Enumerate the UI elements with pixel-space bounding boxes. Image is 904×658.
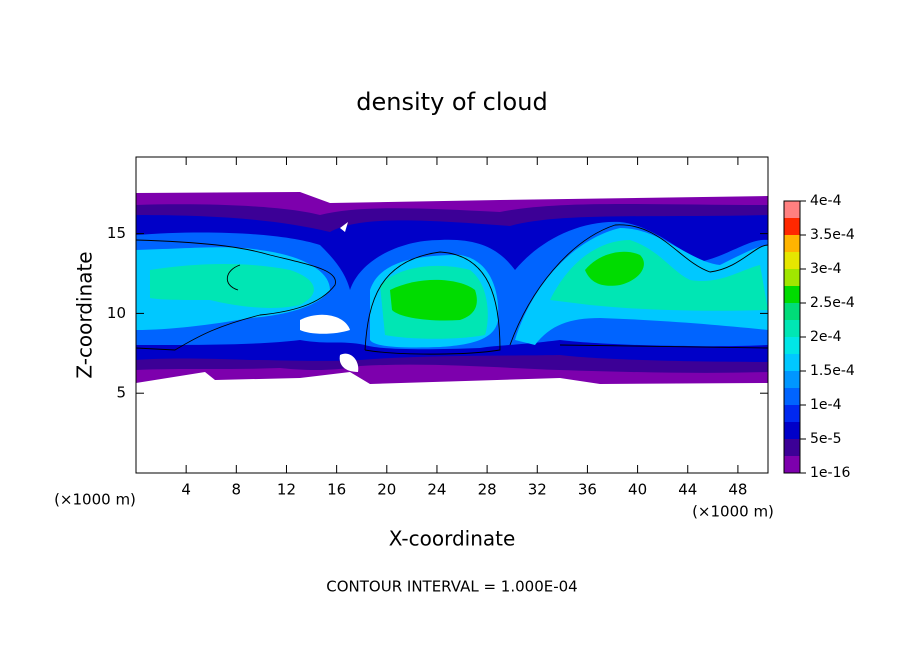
x-tick-label: 12: [277, 481, 296, 499]
colorbar-label: 2e-4: [810, 329, 842, 345]
colorbar-band: [784, 422, 800, 439]
contour-field: [135, 192, 769, 384]
y-tick-label: 5: [116, 384, 126, 402]
colorbar-label: 3.5e-4: [810, 227, 855, 243]
x-tick-label: 40: [628, 481, 647, 499]
colorbar-band: [784, 269, 800, 286]
colorbar-label: 3e-4: [810, 261, 842, 277]
y-axis-label: Z-coordinate: [73, 251, 97, 378]
contour-line: [509, 224, 769, 346]
x-tick-label: 48: [728, 481, 747, 499]
empty-region: [300, 314, 350, 334]
colorbar-band: [784, 388, 800, 405]
x-tick-label: 32: [528, 481, 547, 499]
chart-title: density of cloud: [356, 88, 547, 116]
plot-frame: [135, 156, 769, 474]
colorbar-band: [784, 303, 800, 320]
empty-region: [340, 222, 348, 232]
x-tick-label: 20: [377, 481, 396, 499]
contour-fill: [390, 279, 477, 321]
colorbar-label: 1e-16: [810, 465, 850, 481]
x-tick-label: 4: [181, 481, 191, 499]
colorbar-label: 2.5e-4: [810, 295, 855, 311]
contour-line: [364, 251, 501, 355]
colorbar-band: [784, 354, 800, 371]
colorbar-band: [784, 405, 800, 422]
contour-fill: [150, 264, 314, 308]
x-tick-label: 44: [678, 481, 697, 499]
colorbar-band: [784, 337, 800, 354]
contour-interval: CONTOUR INTERVAL = 1.000E-04: [326, 578, 577, 596]
contour-fill: [585, 251, 644, 286]
colorbar-band: [784, 286, 800, 303]
colorbar-label: 4e-4: [810, 193, 842, 209]
x-axis-label: X-coordinate: [389, 527, 516, 551]
contour-line: [226, 264, 241, 291]
colorbar-band: [784, 218, 800, 235]
y-tick-label: 10: [107, 304, 126, 322]
contour-line: [559, 344, 769, 349]
x-tick-label: 8: [232, 481, 242, 499]
colorbar-label: 5e-5: [810, 431, 841, 447]
x-tick-label: 24: [427, 481, 446, 499]
colorbar-band: [784, 320, 800, 337]
colorbar-label: 1e-4: [810, 397, 842, 413]
colorbar-label: 1.5e-4: [810, 363, 855, 379]
colorbar-band: [784, 439, 800, 456]
y-unit-label: (×1000 m): [54, 491, 136, 509]
colorbar-band: [784, 252, 800, 269]
colorbar-band: [784, 371, 800, 388]
colorbar-band: [784, 201, 800, 218]
empty-region: [339, 353, 359, 372]
x-tick-label: 28: [478, 481, 497, 499]
x-unit-label: (×1000 m): [692, 503, 774, 521]
x-tick-label: 36: [578, 481, 597, 499]
y-tick-label: 15: [107, 224, 126, 242]
contour-line: [135, 239, 336, 351]
colorbar-band: [784, 456, 800, 473]
x-tick-label: 16: [327, 481, 346, 499]
colorbar-band: [784, 235, 800, 252]
